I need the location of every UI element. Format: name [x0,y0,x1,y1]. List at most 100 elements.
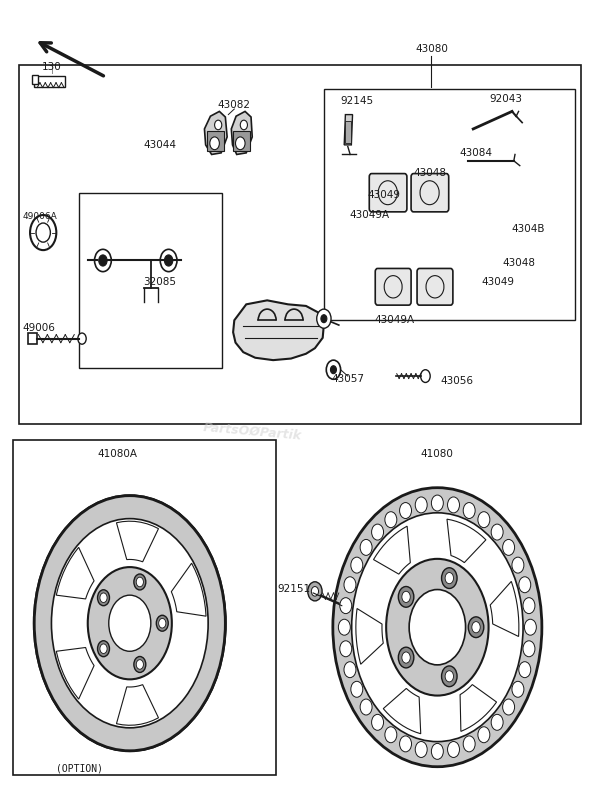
Polygon shape [383,689,421,734]
Polygon shape [447,519,486,562]
Text: 41080: 41080 [421,450,454,459]
Circle shape [409,590,466,665]
Polygon shape [490,582,519,637]
Polygon shape [346,121,352,143]
Polygon shape [460,685,497,731]
Circle shape [445,573,454,584]
Circle shape [160,250,177,272]
Circle shape [210,137,220,150]
Text: 4304B: 4304B [511,224,545,234]
Circle shape [78,333,86,344]
Circle shape [442,568,457,589]
Circle shape [331,366,337,374]
Polygon shape [172,563,206,616]
Circle shape [326,360,341,379]
Circle shape [340,598,352,614]
Polygon shape [356,609,383,664]
Circle shape [371,524,383,540]
Text: 32085: 32085 [143,277,176,287]
Circle shape [164,255,173,266]
Circle shape [360,699,372,715]
Bar [19,65,581,424]
Circle shape [519,662,531,678]
Text: 43049A: 43049A [374,315,415,326]
Text: 49006A: 49006A [23,212,58,221]
Text: 43057: 43057 [331,374,364,384]
Circle shape [400,736,412,752]
Circle shape [215,120,222,130]
Polygon shape [344,114,353,145]
Bar [13,440,276,774]
Circle shape [512,682,524,698]
Circle shape [311,586,319,596]
Circle shape [371,714,383,730]
Bar [79,193,223,368]
Circle shape [99,255,107,266]
FancyBboxPatch shape [411,174,449,212]
Bar [32,74,38,84]
Circle shape [136,660,143,670]
Polygon shape [205,111,227,154]
Circle shape [442,666,457,686]
Circle shape [95,250,111,272]
Text: 43080: 43080 [415,44,448,54]
Text: 43049: 43049 [367,190,400,200]
Circle shape [523,598,535,614]
Circle shape [472,622,480,633]
Circle shape [351,682,363,698]
Circle shape [30,215,56,250]
Circle shape [317,309,331,328]
Bar [28,333,37,344]
Polygon shape [116,685,158,726]
Circle shape [88,567,172,679]
Circle shape [157,615,168,631]
Circle shape [136,577,143,586]
Text: 92145: 92145 [340,96,373,106]
Circle shape [503,699,515,715]
Text: 43049A: 43049A [350,210,390,220]
Circle shape [402,652,410,663]
Circle shape [448,497,460,513]
Circle shape [400,502,412,518]
Circle shape [360,539,372,555]
Circle shape [519,577,531,593]
Text: 43056: 43056 [440,376,473,386]
Circle shape [321,314,327,322]
Circle shape [431,743,443,759]
FancyBboxPatch shape [375,269,411,305]
Circle shape [240,120,247,130]
Text: 43048: 43048 [413,168,446,178]
Text: 43084: 43084 [460,148,493,158]
Circle shape [109,595,151,651]
Circle shape [385,512,397,528]
Circle shape [445,670,454,682]
Text: 130: 130 [42,62,62,72]
Text: 49006: 49006 [22,323,55,334]
Circle shape [512,557,524,573]
Polygon shape [232,111,252,154]
Circle shape [351,557,363,573]
Text: 43044: 43044 [143,140,176,150]
Bar [34,76,65,87]
Circle shape [431,495,443,511]
Circle shape [523,641,535,657]
Circle shape [333,488,542,766]
Circle shape [98,641,109,657]
Circle shape [100,593,107,602]
Circle shape [503,539,515,555]
Circle shape [491,524,503,540]
Polygon shape [56,647,94,699]
Circle shape [338,619,350,635]
FancyBboxPatch shape [369,174,407,212]
Polygon shape [233,130,250,151]
Circle shape [158,618,166,628]
Polygon shape [116,521,158,562]
Circle shape [34,496,226,750]
Circle shape [344,662,356,678]
Circle shape [398,647,414,668]
Circle shape [463,736,475,752]
Circle shape [100,644,107,654]
Circle shape [491,714,503,730]
Polygon shape [374,526,410,574]
Circle shape [98,590,109,606]
